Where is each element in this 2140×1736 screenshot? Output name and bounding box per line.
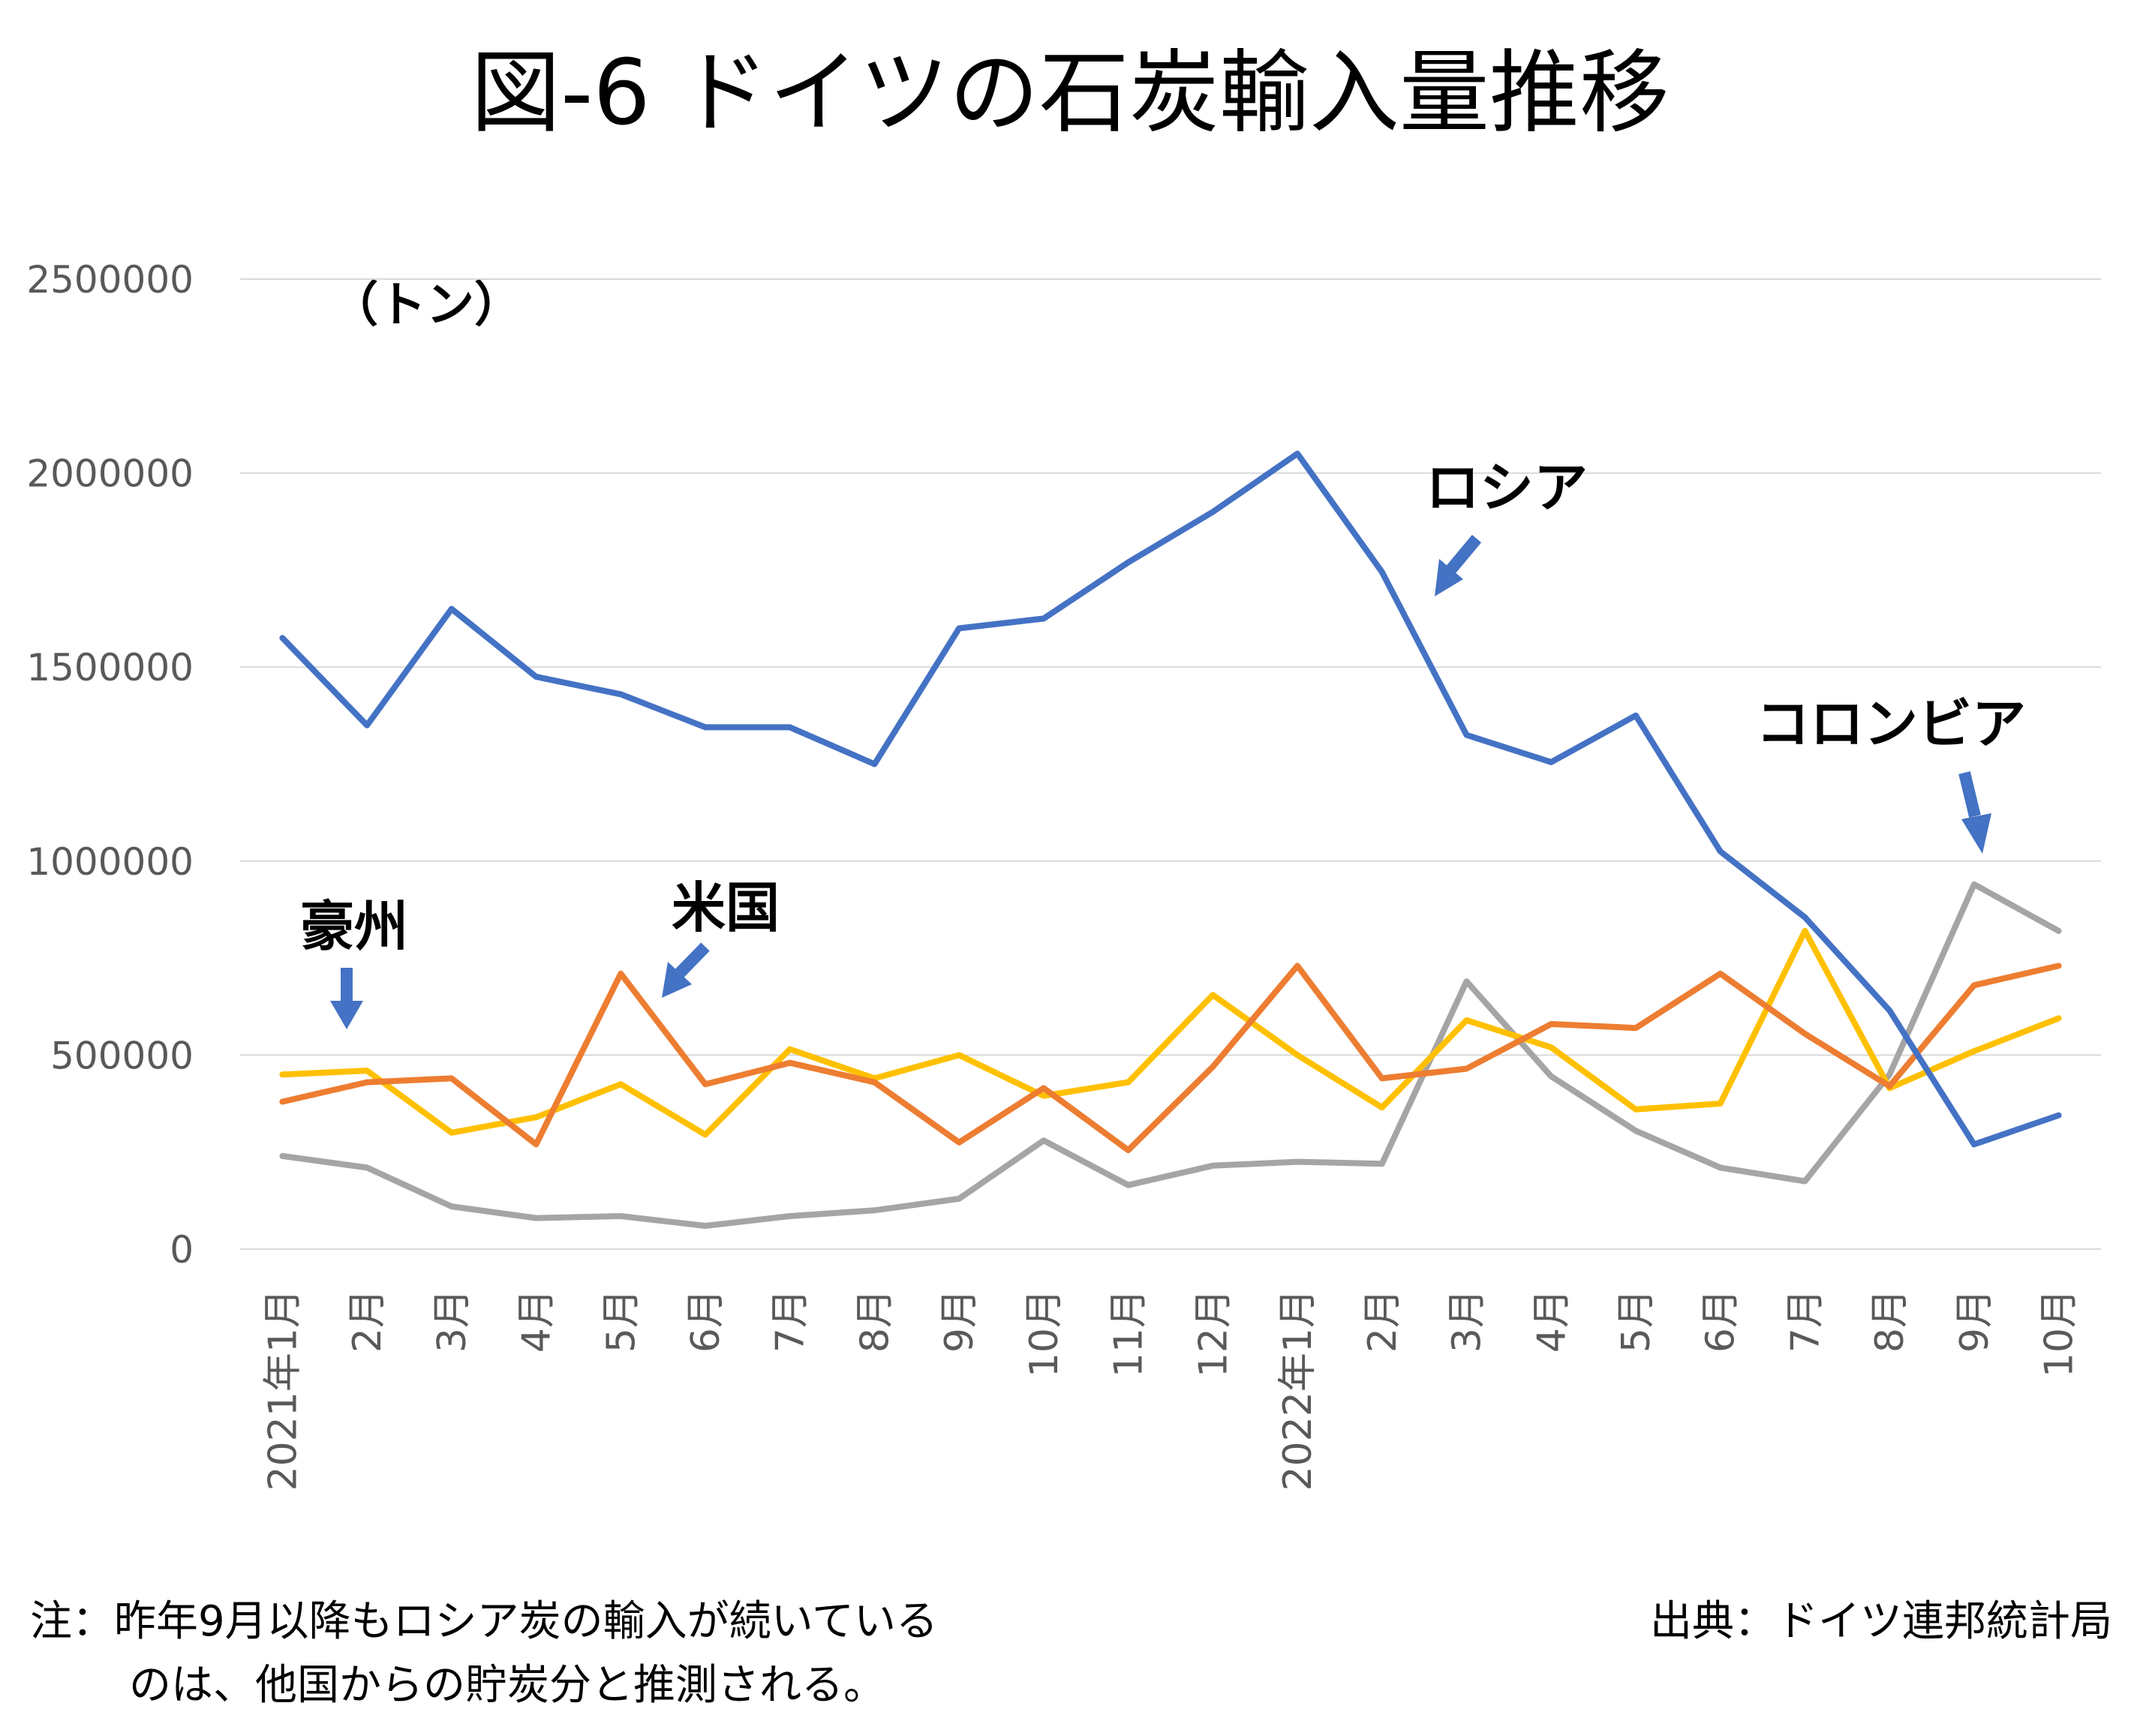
y-tick-label: 1000000 — [26, 840, 194, 884]
x-tick-label: 2月 — [1360, 1289, 1405, 1353]
arrow-usa — [662, 942, 710, 998]
y-tick-label: 2500000 — [26, 258, 194, 302]
annotation-australia: 豪州 — [300, 895, 408, 958]
chart-title: 図-6 ドイツの石炭輸入量推移 — [470, 41, 1670, 146]
y-axis-ticks: 2500000 2000000 1500000 1000000 500000 0 — [26, 258, 194, 1272]
x-tick-label: 4月 — [1529, 1289, 1574, 1353]
x-tick-label: 8月 — [852, 1289, 897, 1353]
x-tick-label: 5月 — [599, 1289, 644, 1353]
annotation-russia: ロシア — [1426, 456, 1588, 519]
y-tick-label: 0 — [170, 1228, 194, 1272]
annotation-arrows — [330, 534, 1991, 1029]
y-tick-label: 500000 — [50, 1034, 194, 1077]
unit-label: （トン） — [330, 278, 522, 333]
x-tick-label: 2021年1月 — [260, 1289, 305, 1491]
x-tick-label: 12月 — [1191, 1289, 1236, 1377]
x-tick-label: 6月 — [684, 1289, 729, 1353]
x-axis-ticks: 2021年1月 2月 3月 4月 5月 6月 7月 8月 9月 10月 11月 12月 2022年1月 2… — [260, 1289, 2081, 1491]
series-layer — [279, 450, 2062, 1229]
x-tick-label: 7月 — [768, 1289, 813, 1353]
x-tick-label: 7月 — [1783, 1289, 1828, 1353]
x-tick-label: 10月 — [1022, 1289, 1067, 1377]
source-note: 出典：ドイツ連邦統計局 — [1650, 1597, 2112, 1646]
grid-layer — [240, 278, 2101, 1250]
y-tick-label: 1500000 — [26, 646, 194, 689]
arrow-australia — [330, 968, 363, 1029]
annotation-colombia: コロンビア — [1756, 692, 2026, 755]
series-line-0 — [279, 450, 2062, 1148]
x-tick-label: 9月 — [1952, 1289, 1997, 1353]
series-line-3 — [279, 881, 2062, 1229]
x-tick-label: 6月 — [1699, 1289, 1744, 1353]
arrow-colombia — [1958, 771, 1991, 854]
x-tick-label: 11月 — [1107, 1289, 1152, 1377]
x-tick-label: 5月 — [1614, 1289, 1659, 1353]
series-line-2 — [279, 927, 2062, 1138]
x-tick-label: 2月 — [345, 1289, 390, 1353]
x-tick-label: 10月 — [2037, 1289, 2082, 1377]
x-tick-label: 3月 — [430, 1289, 475, 1353]
note-line-2: のは、他国からの貯炭分と推測される。 — [129, 1661, 885, 1710]
x-tick-label: 3月 — [1445, 1289, 1490, 1353]
x-tick-label: 8月 — [1868, 1289, 1913, 1353]
x-tick-label: 2022年1月 — [1276, 1289, 1321, 1491]
note-line-1: 注：昨年9月以降もロシア炭の輸入が続いている — [30, 1597, 938, 1646]
x-tick-label: 4月 — [515, 1289, 560, 1353]
y-tick-label: 2000000 — [26, 452, 194, 496]
series-line-1 — [279, 963, 2062, 1154]
arrow-russia — [1435, 534, 1482, 596]
x-tick-label: 9月 — [937, 1289, 982, 1353]
annotation-usa: 米国 — [672, 876, 780, 939]
